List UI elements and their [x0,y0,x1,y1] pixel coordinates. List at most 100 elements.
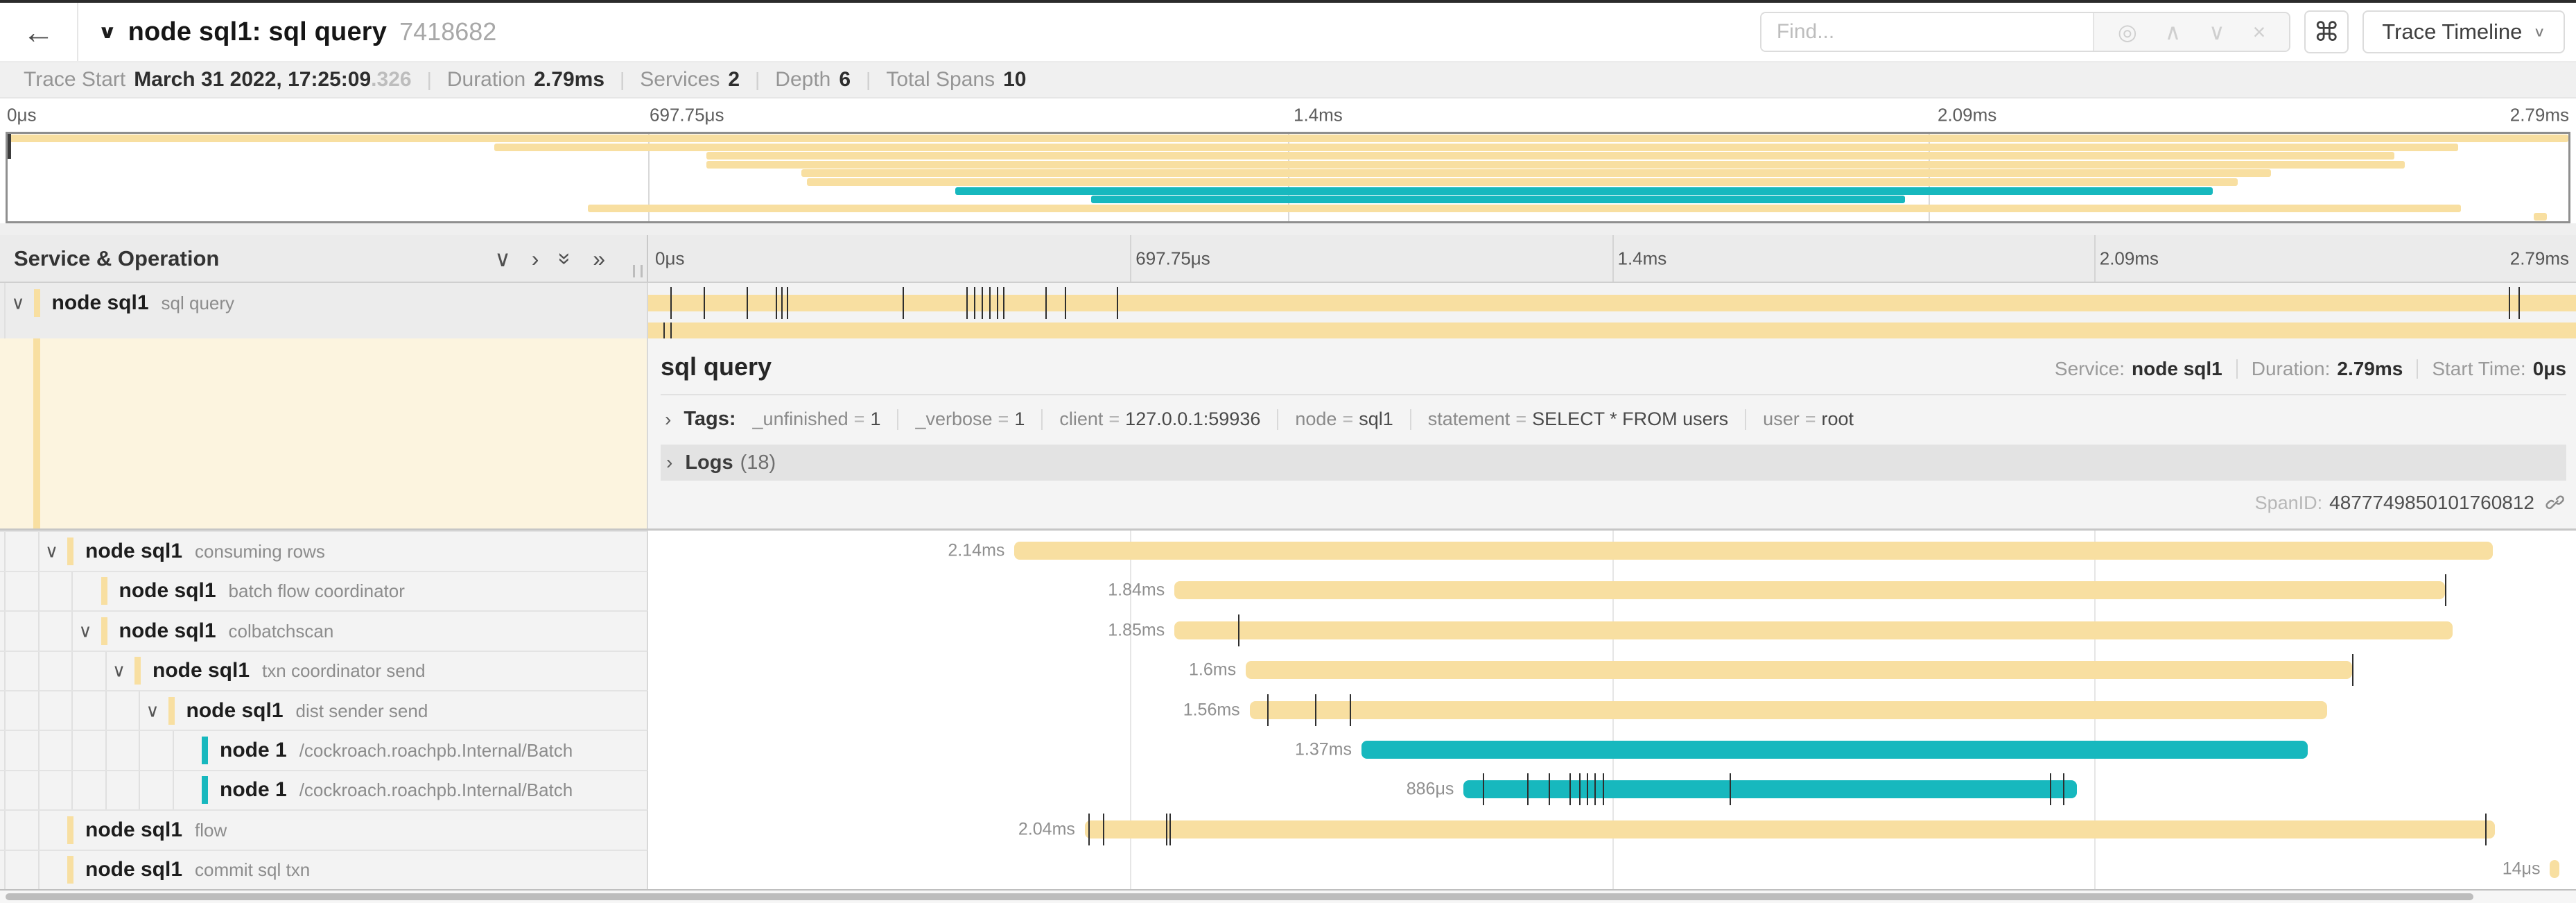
tree-cell[interactable]: ∨ node sql1 txn coordinator send [0,650,648,690]
span-bar[interactable] [1174,581,2445,600]
span-timeline-cell[interactable]: 1.56ms [648,690,2576,730]
log-marker[interactable] [1165,813,1167,845]
log-marker[interactable] [746,286,748,319]
log-marker[interactable] [2352,654,2354,687]
minimap-drag-handle[interactable] [8,134,11,159]
log-marker[interactable] [973,286,975,319]
column-resize-grip[interactable] [633,265,643,277]
tree-cell[interactable]: node 1/cockroach.roachpb.Internal/Batch [0,730,648,770]
log-marker[interactable] [1002,286,1004,319]
expand-all-icon[interactable]: » [593,246,605,271]
log-marker[interactable] [1602,773,1604,806]
log-marker[interactable] [1587,773,1589,806]
expander-chevron-icon[interactable]: ∨ [11,292,25,313]
log-marker[interactable] [1483,773,1485,806]
tree-cell[interactable]: ∨ node sql1 colbatchscan [0,610,648,651]
minimap-canvas[interactable] [6,132,2570,223]
log-marker[interactable] [1064,286,1066,319]
log-marker[interactable] [1169,813,1172,845]
log-marker[interactable] [1350,694,1352,726]
tree-cell[interactable]: node sql1 flow [0,809,648,850]
log-marker[interactable] [2518,286,2520,319]
tree-cell[interactable]: ∨ node sql1 sql query [0,283,648,323]
log-marker[interactable] [1088,813,1090,845]
span-timeline-cell[interactable]: 1.85ms [648,610,2576,650]
span-bar[interactable] [648,294,2576,311]
tree-cell[interactable]: node 1/cockroach.roachpb.Internal/Batch [0,769,648,810]
span-timeline-cell[interactable]: 1.6ms [648,651,2576,690]
target-icon[interactable]: ◎ [2117,19,2137,44]
log-marker[interactable] [982,286,984,319]
log-marker[interactable] [2063,773,2065,806]
span-timeline-cell[interactable]: 14μs [648,850,2576,889]
tree-cell[interactable]: node sql1 batch flow coordinator [0,570,648,611]
stat-value: March 31 2022, 17:25:09 [134,68,372,91]
log-marker[interactable] [1579,773,1581,806]
back-button[interactable]: ← [0,3,78,61]
log-marker[interactable] [989,286,991,319]
span-timeline-cell[interactable]: 1.84ms [648,571,2576,610]
span-timeline-cell[interactable]: 2.14ms [648,531,2576,570]
expander-chevron-icon[interactable]: ∨ [146,700,159,721]
span-bar[interactable] [1014,542,2494,560]
span-timeline-cell[interactable]: 2.04ms [648,809,2576,849]
log-marker[interactable] [1045,286,1047,319]
tags-toggle[interactable]: › Tags: _unfinished = 1 _verbose = 1 client = 12… [661,408,2566,431]
keyboard-shortcuts-button[interactable]: ⌘ [2304,10,2349,53]
log-marker[interactable] [1267,694,1269,726]
log-marker[interactable] [1548,773,1550,806]
span-bar[interactable] [1246,661,2353,680]
collapse-trace-chevron-icon[interactable]: ∨ [98,21,117,43]
log-marker[interactable] [670,286,672,319]
log-marker[interactable] [2485,813,2487,845]
span-bar[interactable] [1174,621,2453,639]
log-marker[interactable] [997,286,999,319]
log-marker[interactable] [1315,694,1317,726]
span-timeline-cell[interactable] [648,283,2576,323]
tree-cell[interactable]: node sql1 commit sql txn [0,849,648,889]
tag-value: SELECT * FROM users [1532,409,1729,430]
log-marker[interactable] [1594,773,1596,806]
collapse-one-icon[interactable]: ∨ [494,246,511,271]
expander-chevron-icon[interactable]: ∨ [112,660,126,681]
span-bar[interactable] [1084,820,2496,839]
log-marker[interactable] [775,286,777,319]
view-selector-button[interactable]: Trace Timeline ∨ [2362,10,2565,53]
span-bar[interactable] [1463,780,2077,799]
log-marker[interactable] [787,286,789,319]
find-input[interactable] [1761,13,2093,51]
logs-toggle[interactable]: › Logs (18) [661,445,2566,481]
log-marker[interactable] [903,286,905,319]
log-marker[interactable] [704,286,706,319]
chevron-down-icon[interactable]: ∨ [2209,19,2225,44]
service-name: node sql1 [51,291,149,314]
span-bar[interactable] [2550,860,2560,879]
deep-link-button[interactable] [2545,492,2566,513]
span-bar[interactable] [1249,700,2328,719]
span-timeline-cell[interactable]: 886μs [648,770,2576,809]
scrollbar-thumb[interactable] [6,893,2473,900]
log-marker[interactable] [966,286,968,319]
expand-one-icon[interactable]: › [531,246,539,271]
log-marker[interactable] [1569,773,1572,806]
log-marker[interactable] [1527,773,1529,806]
log-marker[interactable] [781,286,783,319]
tree-cell[interactable]: ∨ node sql1 dist sender send [0,689,648,730]
expander-chevron-icon[interactable]: ∨ [45,540,59,562]
minimap-span-row [8,178,2568,187]
expander-chevron-icon[interactable]: ∨ [78,620,92,642]
log-marker[interactable] [1237,614,1239,646]
log-marker[interactable] [2444,574,2446,607]
log-marker[interactable] [1103,813,1105,845]
gridline [1928,134,1930,221]
log-marker[interactable] [2049,773,2051,806]
log-marker[interactable] [1730,773,1732,806]
collapse-all-icon[interactable]: » [553,252,579,265]
chevron-up-icon[interactable]: ∧ [2164,19,2182,44]
span-bar[interactable] [1361,741,2308,759]
span-timeline-cell[interactable]: 1.37ms [648,730,2576,769]
log-marker[interactable] [2508,286,2510,319]
close-icon[interactable]: × [2252,19,2266,44]
tree-cell[interactable]: ∨ node sql1 consuming rows [0,531,648,571]
log-marker[interactable] [1116,286,1118,319]
